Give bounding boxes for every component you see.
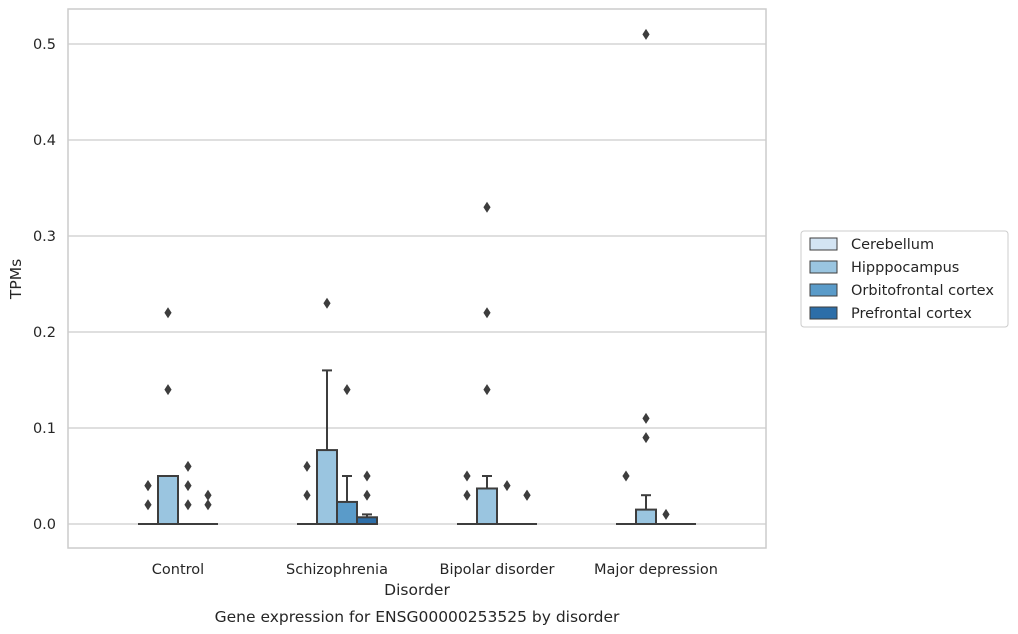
x-tick-label: Control (152, 562, 204, 578)
y-tick-label: 0.5 (33, 37, 56, 53)
legend-label: Orbitofrontal cortex (851, 283, 994, 299)
box-0-0 (138, 480, 158, 525)
outlier-point (363, 489, 371, 501)
outlier-point (303, 489, 311, 501)
box-2-3 (656, 508, 676, 525)
legend-label: Cerebellum (851, 237, 934, 253)
box-body (336, 500, 358, 526)
box-body (635, 508, 657, 526)
outlier-point (164, 384, 172, 396)
outlier-point (463, 470, 471, 482)
legend-swatch (809, 260, 838, 274)
outlier-point (363, 470, 371, 482)
box-3-0 (198, 489, 218, 525)
outlier-point (642, 28, 650, 40)
box-1-2 (476, 201, 498, 526)
boxes (138, 28, 696, 526)
box-2-1 (336, 384, 358, 526)
box-0-2 (457, 470, 477, 525)
x-axis-label: Disorder (384, 581, 450, 599)
legend-swatch (809, 283, 838, 297)
outlier-point (503, 480, 511, 492)
outlier-point (642, 412, 650, 424)
y-tick-label: 0.1 (33, 421, 56, 437)
box-body (157, 475, 179, 525)
y-tick-label: 0.0 (33, 517, 56, 533)
outlier-point (184, 460, 192, 472)
outlier-point (483, 201, 491, 213)
x-tick-label: Major depression (594, 562, 718, 578)
box-1-3 (635, 28, 657, 526)
outlier-point (463, 489, 471, 501)
y-tick-label: 0.4 (33, 133, 56, 149)
x-tick-labels: Control Schizophrenia Bipolar disorder Majo… (152, 562, 718, 578)
chart-title: Gene expression for ENSG00000253525 by d… (215, 608, 620, 626)
plot-frame (67, 8, 767, 549)
legend-frame (800, 230, 1009, 328)
outlier-point (184, 499, 192, 511)
outlier-point (204, 489, 212, 501)
outlier-point (483, 384, 491, 396)
outlier-point (642, 432, 650, 444)
box-body (476, 487, 498, 526)
legend-swatch (809, 237, 838, 251)
y-tick-labels: 0.0 0.1 0.2 0.3 0.4 0.5 (33, 37, 56, 533)
box-body (316, 449, 338, 525)
outlier-point (164, 307, 172, 319)
outlier-point (303, 460, 311, 472)
box-0-1 (297, 460, 317, 525)
x-tick-label: Bipolar disorder (440, 562, 555, 578)
outlier-point (204, 499, 212, 511)
legend-swatch (809, 306, 838, 320)
outlier-point (323, 297, 331, 309)
y-tick-label: 0.3 (33, 229, 56, 245)
grid-lines (68, 43, 766, 525)
y-axis-label: TPMs (7, 259, 25, 300)
outlier-point (483, 307, 491, 319)
box-2-2 (497, 480, 517, 525)
box-1-1 (316, 297, 338, 525)
box-0-3 (616, 470, 636, 525)
legend-label: Prefrontal cortex (851, 306, 972, 322)
outlier-point (523, 489, 531, 501)
outlier-point (184, 480, 192, 492)
box-2-0 (178, 460, 198, 525)
outlier-point (622, 470, 630, 482)
outlier-point (144, 480, 152, 492)
outlier-point (343, 384, 351, 396)
box-body (356, 516, 378, 526)
box-1-0 (157, 307, 179, 525)
outlier-point (662, 508, 670, 520)
outlier-point (144, 499, 152, 511)
box-3-1 (356, 470, 378, 526)
x-tick-label: Schizophrenia (286, 562, 388, 578)
legend-label: Hipppocampus (851, 260, 959, 276)
y-tick-label: 0.2 (33, 325, 56, 341)
box-3-2 (517, 489, 537, 525)
legend: Cerebellum Hipppocampus Orbitofrontal cort… (800, 230, 1009, 328)
